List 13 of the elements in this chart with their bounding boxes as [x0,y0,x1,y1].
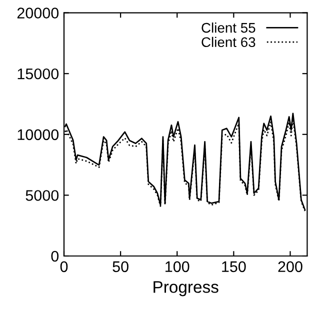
x-tick-label: 150 [222,261,246,272]
legend-label: Client 55 [202,22,256,33]
y-tick-label: 15000 [18,68,59,80]
y-tick-label: 10000 [18,129,59,140]
y-tick-label: 5000 [26,190,59,201]
y-tick-label: 0 [51,250,59,262]
x-tick-label: 0 [60,261,68,272]
x-tick-label: 50 [112,261,128,272]
x-tick-label: 100 [166,261,190,272]
y-tick-label: 20000 [17,8,59,18]
x-axis-title: Progress [154,281,218,296]
legend-label: Client 63 [202,36,256,48]
x-tick-label: 200 [278,261,302,272]
